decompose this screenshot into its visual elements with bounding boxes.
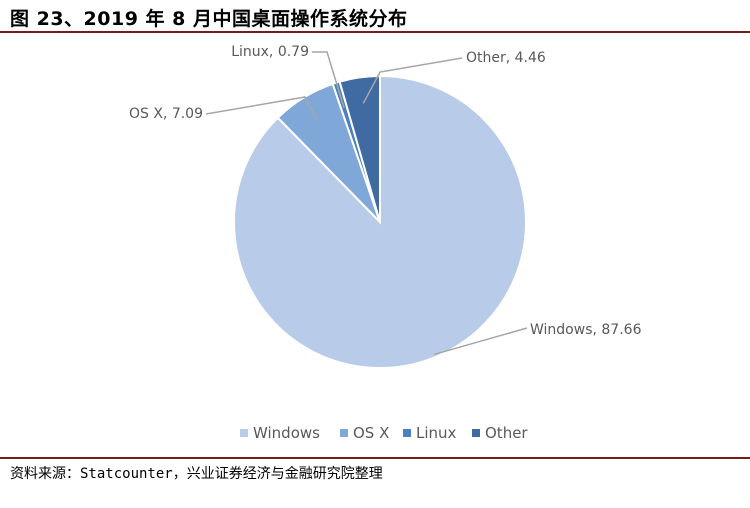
leader-line-other [362,57,463,104]
source-rule [0,457,750,459]
legend-label-osx: OS X [353,424,389,442]
data-label-osx: OS X, 7.09 [129,106,203,122]
data-label-other: Other, 4.46 [466,50,546,66]
legend-swatch-windows [240,429,248,437]
data-labels: Windows, 87.66 OS X, 7.09 Linux, 0.79 Ot… [129,44,642,338]
leader-line-linux [312,51,345,109]
legend-label-other: Other [485,424,528,442]
legend-swatch-linux [403,429,411,437]
figure-title: 图 23、2019 年 8 月中国桌面操作系统分布 [10,8,408,30]
leader-line-osx [205,96,318,121]
legend-swatch-osx [340,429,348,437]
data-label-linux: Linux, 0.79 [231,44,309,60]
pie-slices [233,74,527,369]
chart-legend: Windows OS X Linux Other [240,424,528,442]
leader-line-windows [433,327,528,356]
data-label-windows: Windows, 87.66 [530,322,642,338]
pie-slice-other [338,74,381,223]
source-note: 资料来源：Statcounter，兴业证券经济与金融研究院整理 [10,466,383,482]
legend-swatch-other [472,429,480,437]
title-rule [0,31,750,33]
pie-chart: Windows, 87.66 OS X, 7.09 Linux, 0.79 Ot… [129,44,642,442]
legend-label-linux: Linux [416,424,457,442]
leader-lines [205,51,528,356]
legend-label-windows: Windows [253,424,320,442]
